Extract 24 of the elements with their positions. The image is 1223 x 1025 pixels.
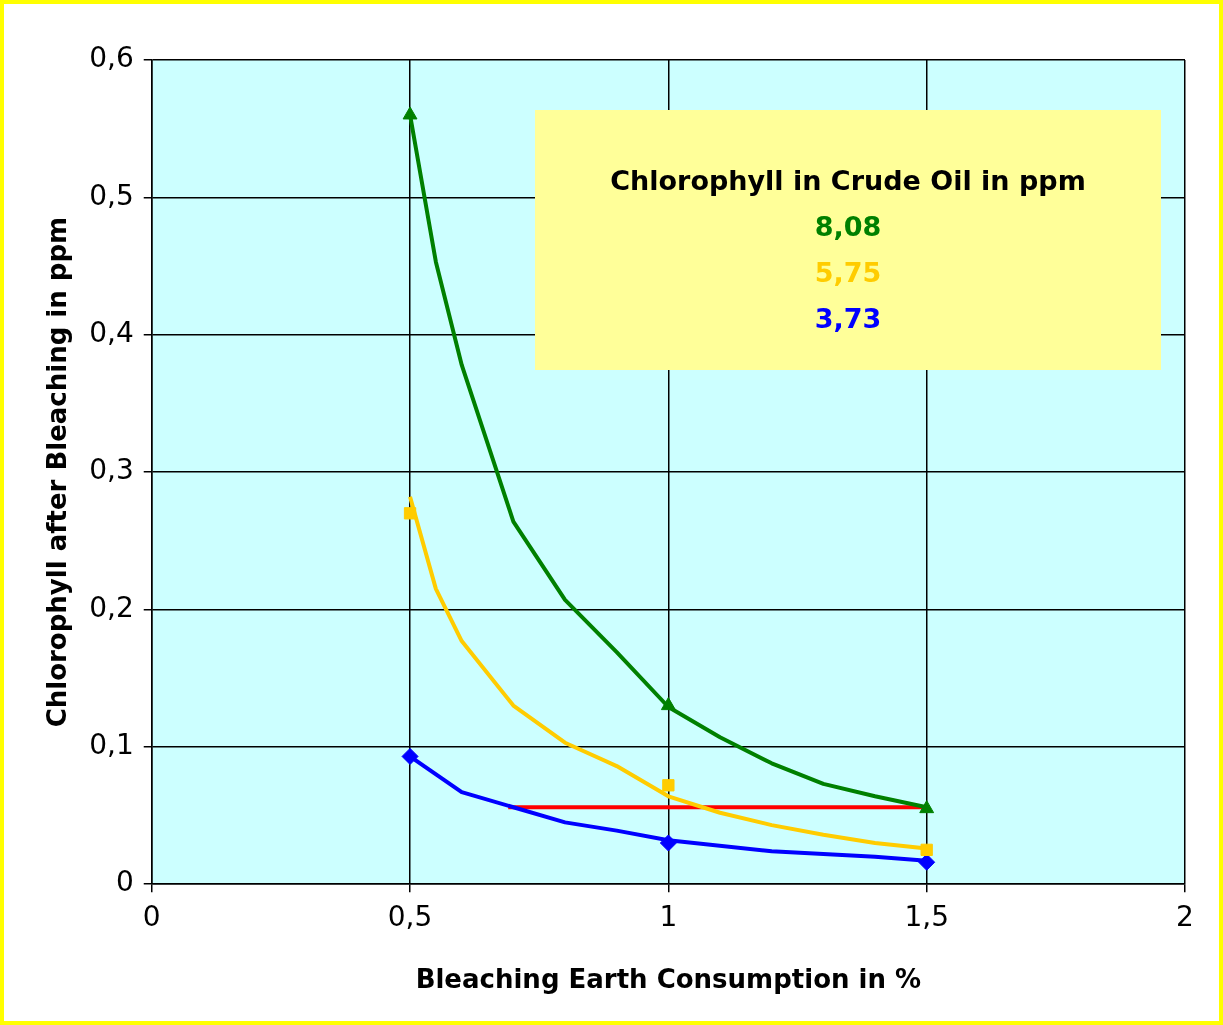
point: [659, 834, 677, 852]
y-axis-title: Chlorophyll after Bleaching in ppm: [42, 216, 73, 728]
y-tick-label: 0,2: [89, 590, 134, 624]
y-tick-label: 0,6: [89, 41, 134, 75]
point: [919, 800, 935, 814]
x-tick-label: 2: [1176, 900, 1194, 934]
point: [920, 843, 933, 857]
x-axis-title: Bleaching Earth Consumption in %: [415, 964, 922, 995]
x-tick-label: 0: [142, 900, 161, 934]
y-tick-label: 0,1: [89, 728, 134, 762]
point: [402, 106, 418, 120]
point: [662, 779, 675, 792]
legend-box: Chlorophyll in Crude Oil in ppm 8,08 5,75 3,73: [535, 110, 1161, 370]
x-tick-label: 0,5: [387, 900, 433, 934]
y-tick-label: 0,3: [89, 453, 134, 487]
legend-title: Chlorophyll in Crude Oil in ppm: [609, 164, 1087, 198]
y-tick-label: 0,5: [89, 178, 134, 212]
y-tick-label: 0,4: [89, 316, 134, 350]
y-tick-label: 0: [115, 865, 134, 899]
point: [401, 747, 419, 765]
point: [660, 697, 676, 711]
x-tick-label: 1: [659, 900, 678, 934]
point: [403, 507, 417, 520]
x-tick-label: 1,5: [904, 900, 949, 934]
